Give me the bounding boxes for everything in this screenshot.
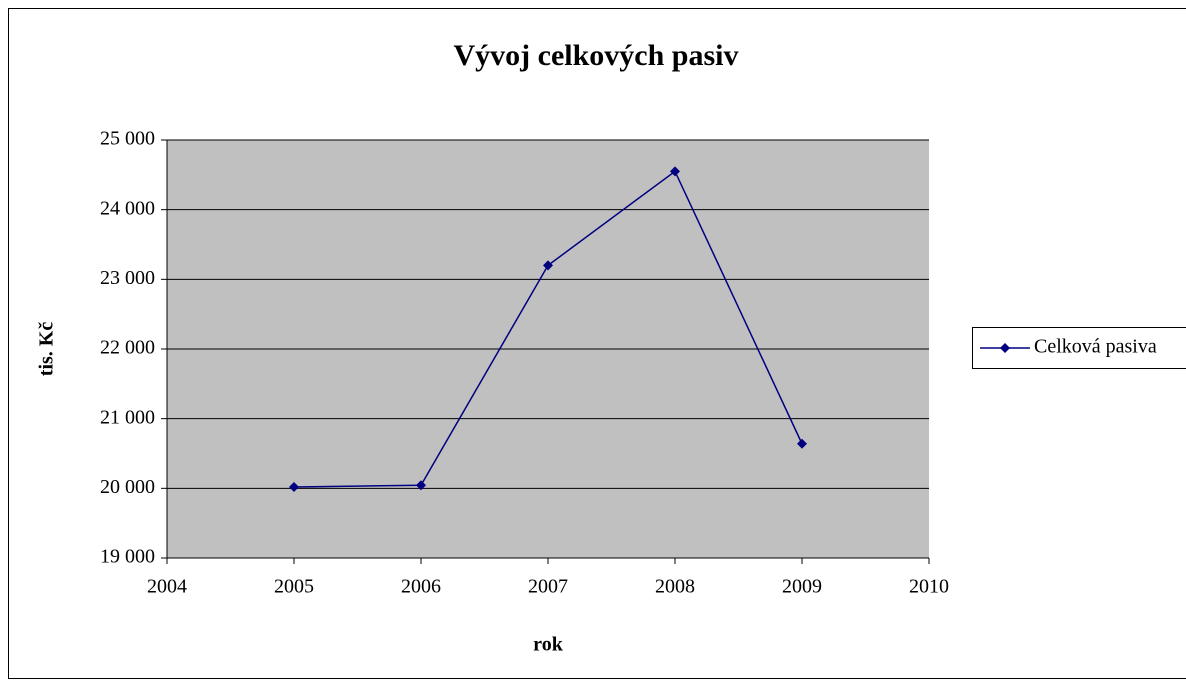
data-point xyxy=(416,480,426,491)
y-tick-label: 25 000 xyxy=(100,128,155,150)
x-tick-label: 2010 xyxy=(909,576,949,598)
y-tick-label: 21 000 xyxy=(100,406,155,428)
chart-title: Vývoj celkových pasiv xyxy=(454,39,739,72)
x-tick-label: 2004 xyxy=(147,576,187,598)
x-tick-label: 2008 xyxy=(655,576,695,598)
x-tick-label: 2009 xyxy=(782,576,822,598)
x-tick-label: 2005 xyxy=(274,576,314,598)
legend-label: Celková pasiva xyxy=(1034,336,1157,358)
data-point xyxy=(797,438,807,449)
data-point xyxy=(289,481,299,492)
y-tick-label: 23 000 xyxy=(100,267,155,289)
x-tick-label: 2006 xyxy=(401,576,441,598)
data-point xyxy=(670,166,680,177)
y-tick-label: 19 000 xyxy=(100,546,155,568)
legend-marker xyxy=(1000,343,1010,353)
x-tick-label: 2007 xyxy=(528,576,568,598)
y-axis-label: tis. Kč xyxy=(36,322,58,377)
y-tick-label: 20 000 xyxy=(100,476,155,498)
y-tick-label: 22 000 xyxy=(100,337,155,359)
data-point xyxy=(543,260,553,271)
x-axis-label: rok xyxy=(533,634,564,656)
y-tick-label: 24 000 xyxy=(100,197,155,219)
